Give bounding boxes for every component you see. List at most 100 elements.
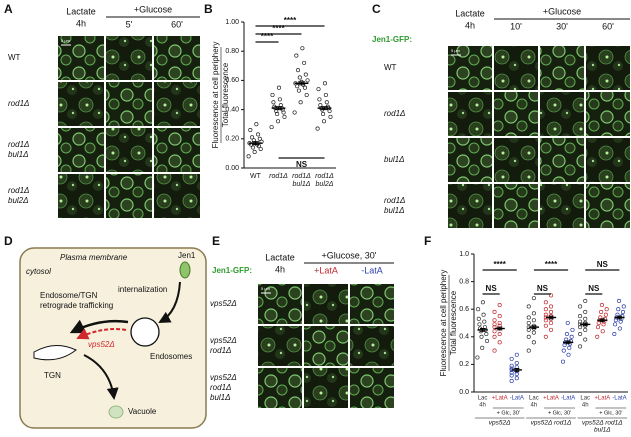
data-point [578,314,583,319]
data-point [621,304,626,309]
data-point [601,322,606,327]
micrograph [106,128,152,172]
data-point [294,53,299,58]
data-point [305,78,310,83]
jen1-icon [179,261,191,279]
data-point [583,327,588,332]
data-point [323,92,328,98]
data-point [565,320,570,326]
arrow [158,281,181,323]
data-point [304,92,309,98]
data-point [257,136,262,141]
data-point [620,309,626,315]
micrograph [540,184,584,228]
data-point [270,92,275,98]
data-point [509,370,514,375]
data-point [514,372,519,377]
data-point [543,323,548,328]
row-label: vps52Δ [210,299,237,308]
y-tick-label: 0.4 [459,334,469,341]
data-point [492,322,497,327]
micrograph [494,92,538,136]
y-tick-label: 0.40 [225,106,239,113]
data-point [570,327,575,332]
data-point [246,154,251,159]
data-point [480,300,485,305]
group-header: +Glucose [543,6,581,16]
label: Plasma membrane [60,253,128,262]
column-header: 5' [126,19,133,29]
data-point [497,340,502,345]
y-tick-label: 0.2 [459,361,469,368]
micrograph [58,174,104,218]
data-point [492,348,497,353]
micrograph [304,326,348,366]
data-point [531,318,536,323]
micrograph [154,36,200,80]
data-point [318,103,323,108]
panel-label: A [4,2,13,16]
data-point [583,298,588,303]
column-header: 30' [556,21,568,31]
group-header: +Glucose [134,4,172,14]
data-point [321,111,326,117]
data-point [543,307,548,312]
data-point [526,315,531,320]
micrograph [106,174,152,218]
data-point [514,376,519,381]
micrograph [540,138,584,182]
data-point [256,132,261,137]
data-point [292,110,297,115]
reporter-label: Jen1-GFP: [372,35,412,44]
data-point [618,319,623,324]
data-point [276,85,282,90]
y-tick-label: 0.60 [225,77,239,84]
data-point [578,331,583,337]
y-tick-label: 0.6 [459,306,469,313]
data-point [484,338,490,343]
micrograph [258,368,302,408]
micrograph [494,138,538,182]
column-header: 60' [602,21,614,31]
significance-label: **** [284,16,297,25]
data-point [531,340,536,345]
significance-label: NS [597,260,609,269]
significance-label: NS [588,284,600,293]
y-tick-label: 1.0 [459,251,469,258]
data-point [569,334,574,339]
group-header: +Glucose, 30' [321,250,376,260]
data-point [583,337,588,342]
data-point [548,309,554,315]
data-point [302,60,307,65]
x-tick-label: bul1Δ [293,181,311,188]
data-point [250,145,255,150]
column-header: 10' [510,21,522,31]
data-point [321,119,327,124]
data-point [324,100,329,105]
data-point [548,320,554,326]
data-point [596,320,601,326]
label: Endosomes [150,352,192,361]
x-group-label: bul1Δ [594,427,611,434]
data-point [481,312,486,317]
arrow [83,354,119,400]
data-point [526,304,531,309]
data-point [567,345,572,350]
data-point [509,373,514,378]
data-point [509,378,514,384]
data-point [254,122,259,127]
row-label: rod1Δ [8,140,29,149]
data-point [476,316,481,321]
micrograph [106,82,152,126]
panel-label: E [212,234,220,248]
y-axis-label: Total fluorescence [449,290,458,355]
label: Jen1 [178,251,196,260]
data-point [477,322,482,327]
micrograph [154,174,200,218]
data-point [482,319,487,324]
data-point [316,87,321,92]
row-label: rod1Δ [210,383,231,392]
data-point [275,119,281,124]
data-point [595,325,601,330]
data-point [604,307,609,312]
